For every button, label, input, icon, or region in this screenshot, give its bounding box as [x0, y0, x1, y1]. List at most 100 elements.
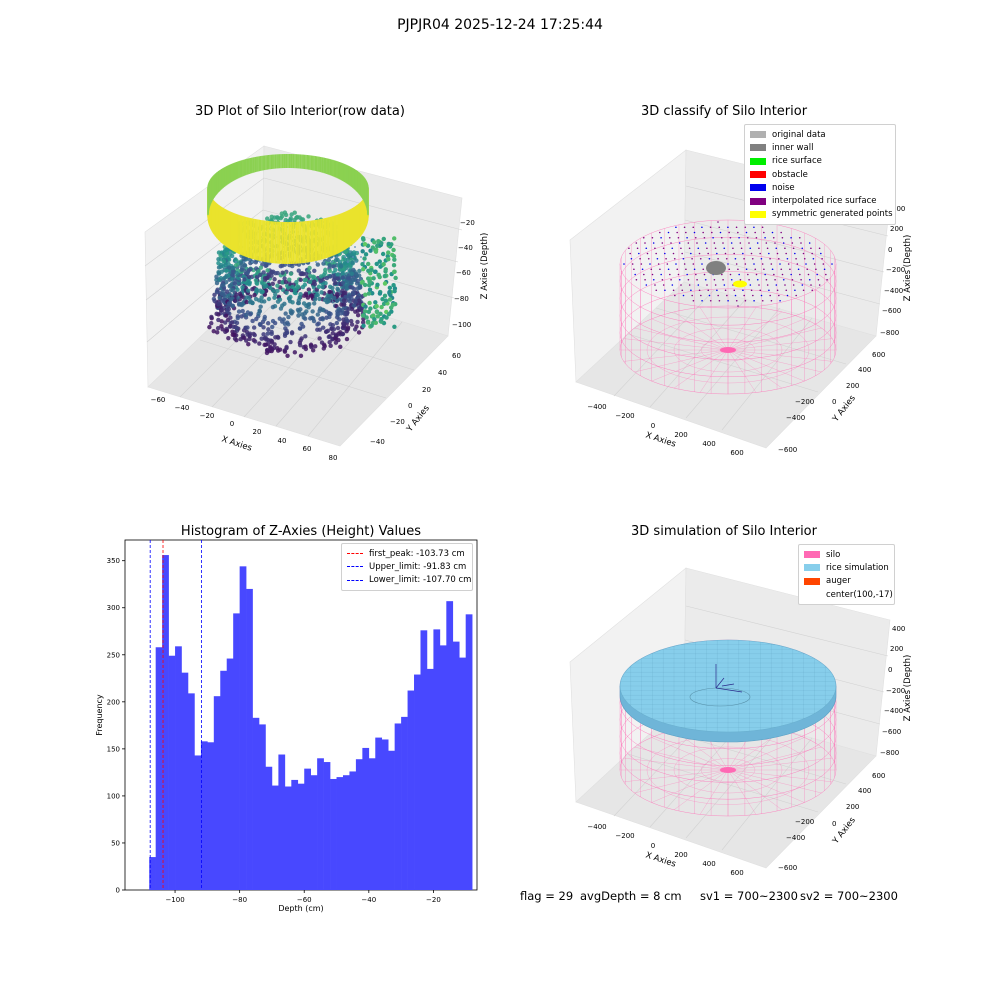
raw-point [341, 317, 346, 322]
raw-point [318, 220, 324, 225]
raw-point [345, 275, 350, 280]
raw-point [351, 298, 356, 303]
raw-point [321, 342, 327, 348]
raw-point [229, 265, 235, 271]
raw-point [338, 259, 343, 265]
raw-point [358, 301, 363, 306]
raw-point [309, 231, 314, 236]
raw-point [308, 273, 313, 279]
raw-point [353, 299, 358, 304]
raw-point [329, 231, 331, 233]
classify-point [771, 231, 774, 234]
raw-point [367, 300, 372, 306]
raw-point [268, 247, 273, 253]
silo-wire [623, 757, 729, 771]
classify-point [778, 294, 780, 297]
raw-point [335, 312, 340, 318]
raw-point [354, 290, 360, 295]
raw-point [285, 283, 290, 288]
raw-point [341, 267, 347, 272]
classify-point [703, 273, 706, 276]
legend-swatch [750, 197, 766, 205]
classify-point [726, 294, 728, 297]
raw-point [341, 257, 346, 262]
raw-point [381, 320, 387, 326]
classify-point [794, 289, 796, 292]
raw-point [258, 272, 264, 277]
raw-point [261, 284, 267, 289]
raw-point [276, 251, 281, 256]
histogram-bar [284, 786, 292, 890]
raw-point [292, 288, 297, 293]
raw-point [277, 316, 282, 321]
raw-point [225, 317, 231, 323]
raw-point [348, 263, 353, 268]
raw-point [297, 244, 302, 250]
raw-point [321, 275, 326, 280]
raw-point [229, 253, 235, 259]
silo-wire [651, 737, 729, 771]
legend-label: noise [772, 182, 795, 193]
raw-point [296, 297, 302, 303]
raw-point [276, 252, 281, 258]
classify-point [719, 268, 722, 271]
raw-point [346, 246, 348, 248]
classify-point [771, 268, 774, 271]
raw-point [252, 231, 258, 236]
legend-line-swatch [347, 566, 363, 568]
raw-point [216, 305, 221, 311]
classify-point [800, 242, 802, 244]
raw-point [272, 342, 277, 347]
histogram-bar [175, 646, 182, 890]
raw-point [338, 311, 344, 316]
raw-point [317, 251, 319, 253]
raw-point [270, 270, 275, 275]
raw-point [248, 298, 253, 304]
raw-point [243, 288, 249, 293]
raw-point [339, 282, 345, 287]
raw-y-tick: 0 [408, 402, 412, 410]
raw-point [254, 316, 259, 322]
classify-point [713, 242, 716, 244]
raw-point [332, 236, 334, 238]
raw-point [329, 326, 334, 331]
raw-point [315, 253, 320, 258]
raw-point [217, 294, 223, 299]
classify-point [743, 294, 745, 297]
simulation-x-tick: −400 [587, 823, 606, 831]
raw-point [292, 217, 297, 223]
raw-point [299, 261, 301, 263]
raw-point [304, 309, 309, 314]
status-flag: flag = 29 [520, 889, 574, 903]
simulation-y-tick: 200 [846, 803, 859, 811]
raw-point [263, 342, 269, 347]
raw-point [334, 291, 340, 297]
classify-point [775, 284, 778, 286]
raw-point [294, 226, 296, 228]
raw-point [369, 281, 375, 286]
raw-point [335, 325, 341, 331]
raw-point [308, 223, 314, 229]
raw-point [260, 281, 265, 286]
silo-wire [727, 349, 833, 362]
raw-point [242, 277, 247, 282]
raw-point [254, 280, 259, 286]
raw-point [320, 316, 325, 321]
raw-point [262, 285, 267, 291]
classify-point [708, 294, 711, 297]
histogram-bar [310, 775, 318, 890]
raw-point [334, 226, 336, 228]
classify-point [723, 247, 726, 250]
raw-point [336, 251, 342, 257]
raw-point [225, 308, 230, 313]
raw-point [354, 296, 359, 302]
classify-point [697, 284, 700, 286]
raw-point [387, 289, 392, 295]
raw-point [367, 287, 373, 292]
raw-point [351, 273, 357, 278]
raw-point [288, 282, 294, 288]
raw-point [307, 221, 309, 223]
raw-point [292, 238, 297, 244]
raw-point [282, 272, 287, 277]
raw-point [230, 320, 235, 325]
